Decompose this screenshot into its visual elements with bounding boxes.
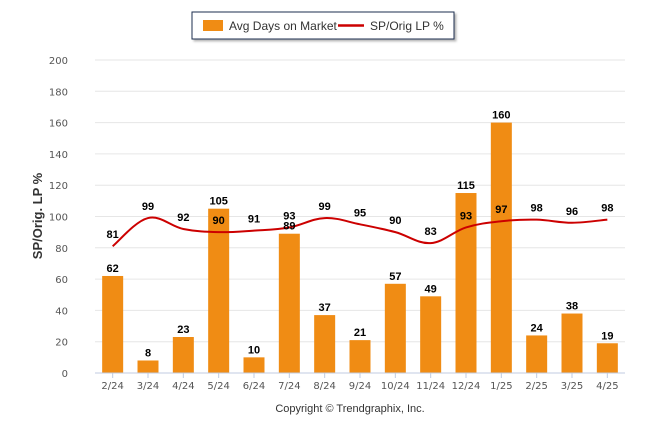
bar-value-label: 38 xyxy=(566,301,578,313)
x-tick-label: 1/25 xyxy=(490,381,512,392)
bar xyxy=(455,193,477,373)
bar-value-label: 57 xyxy=(389,271,401,283)
x-tick-label: 9/24 xyxy=(349,381,371,392)
line-series xyxy=(112,216,608,248)
x-tick-label: 4/24 xyxy=(172,381,194,392)
bar xyxy=(314,315,336,373)
line-value-label: 81 xyxy=(107,229,119,241)
line-value-label: 95 xyxy=(354,207,366,219)
bar xyxy=(384,283,406,373)
bar-value-label: 10 xyxy=(248,344,260,356)
y-tick-label: 40 xyxy=(55,306,68,317)
line-value-label: 99 xyxy=(319,201,331,213)
sp-orig-lp-line xyxy=(112,216,608,248)
y-axis-title: SP/Orig. LP % xyxy=(30,172,45,259)
bar xyxy=(102,275,124,373)
bar xyxy=(561,313,583,373)
bar-value-label: 23 xyxy=(177,324,189,336)
bar-value-label: 62 xyxy=(107,263,119,275)
bar xyxy=(420,296,442,373)
bar xyxy=(243,357,265,373)
x-tick-label: 3/25 xyxy=(561,381,583,392)
y-tick-label: 80 xyxy=(55,244,68,255)
bar xyxy=(172,337,194,373)
x-tick-label: 10/24 xyxy=(381,381,410,392)
bar-value-label: 115 xyxy=(457,180,475,192)
line-value-label: 90 xyxy=(389,215,401,227)
bars xyxy=(102,122,618,373)
y-tick-label: 20 xyxy=(55,338,68,349)
bar xyxy=(349,340,371,373)
y-tick-label: 180 xyxy=(49,87,68,98)
data-labels: 62 8 23 105 10 89 37 21 57 49 115 160 24 38 19 81 99 92 90… xyxy=(107,110,614,360)
legend-box xyxy=(191,11,455,40)
x-tick-label: 2/25 xyxy=(525,381,547,392)
bar xyxy=(490,122,512,373)
x-tick-label: 4/25 xyxy=(596,381,618,392)
bar-value-label: 49 xyxy=(425,283,437,295)
bar-value-label: 105 xyxy=(209,196,227,208)
x-tick-label: 2/24 xyxy=(101,381,123,392)
bar-value-label: 89 xyxy=(283,221,295,233)
bar-value-label: 24 xyxy=(531,322,544,334)
bar xyxy=(596,343,618,373)
gridlines xyxy=(95,59,625,343)
x-tick-label: 7/24 xyxy=(278,381,300,392)
bar xyxy=(137,360,159,373)
line-value-label: 98 xyxy=(601,203,613,215)
bar xyxy=(278,233,300,373)
bar xyxy=(526,335,548,373)
line-value-label: 96 xyxy=(566,206,578,218)
y-tick-label: 200 xyxy=(49,56,68,67)
axes: 0 20 40 60 80 100 120 140 160 180 200 2/24 3/24 4/24 5… xyxy=(49,56,625,392)
line-value-label: 93 xyxy=(460,210,472,222)
line-value-label: 83 xyxy=(425,226,437,238)
y-tick-label: 60 xyxy=(55,275,68,286)
bar-value-label: 8 xyxy=(145,347,151,359)
line-value-label: 91 xyxy=(248,214,260,226)
line-value-label: 90 xyxy=(213,215,225,227)
legend-bar-label: Avg Days on Market xyxy=(229,19,337,33)
line-value-label: 97 xyxy=(495,204,507,216)
copyright-text: Copyright © Trendgraphix, Inc. xyxy=(275,403,424,415)
x-tick-label: 11/24 xyxy=(416,381,445,392)
bar-value-label: 160 xyxy=(492,110,510,122)
x-tick-label: 12/24 xyxy=(452,381,481,392)
line-value-label: 93 xyxy=(283,210,295,222)
bar-value-label: 21 xyxy=(354,327,366,339)
line-value-label: 99 xyxy=(142,201,154,213)
bar-value-label: 37 xyxy=(319,302,331,314)
x-tick-label: 3/24 xyxy=(137,381,159,392)
legend: Avg Days on Market SP/Orig LP % xyxy=(191,11,455,40)
legend-line-label: SP/Orig LP % xyxy=(370,19,444,33)
x-tick-label: 8/24 xyxy=(313,381,335,392)
y-tick-label: 140 xyxy=(49,150,68,161)
y-tick-label: 120 xyxy=(49,181,68,192)
bar xyxy=(208,208,230,373)
line-value-label: 92 xyxy=(177,212,189,224)
y-tick-label: 160 xyxy=(49,119,68,130)
x-tick-label: 5/24 xyxy=(207,381,229,392)
y-tick-label: 100 xyxy=(49,213,68,224)
x-tick-label: 6/24 xyxy=(243,381,265,392)
bar-value-label: 19 xyxy=(601,330,613,342)
y-tick-label: 0 xyxy=(62,369,68,380)
legend-bar-swatch xyxy=(203,20,223,31)
line-value-label: 98 xyxy=(531,203,543,215)
